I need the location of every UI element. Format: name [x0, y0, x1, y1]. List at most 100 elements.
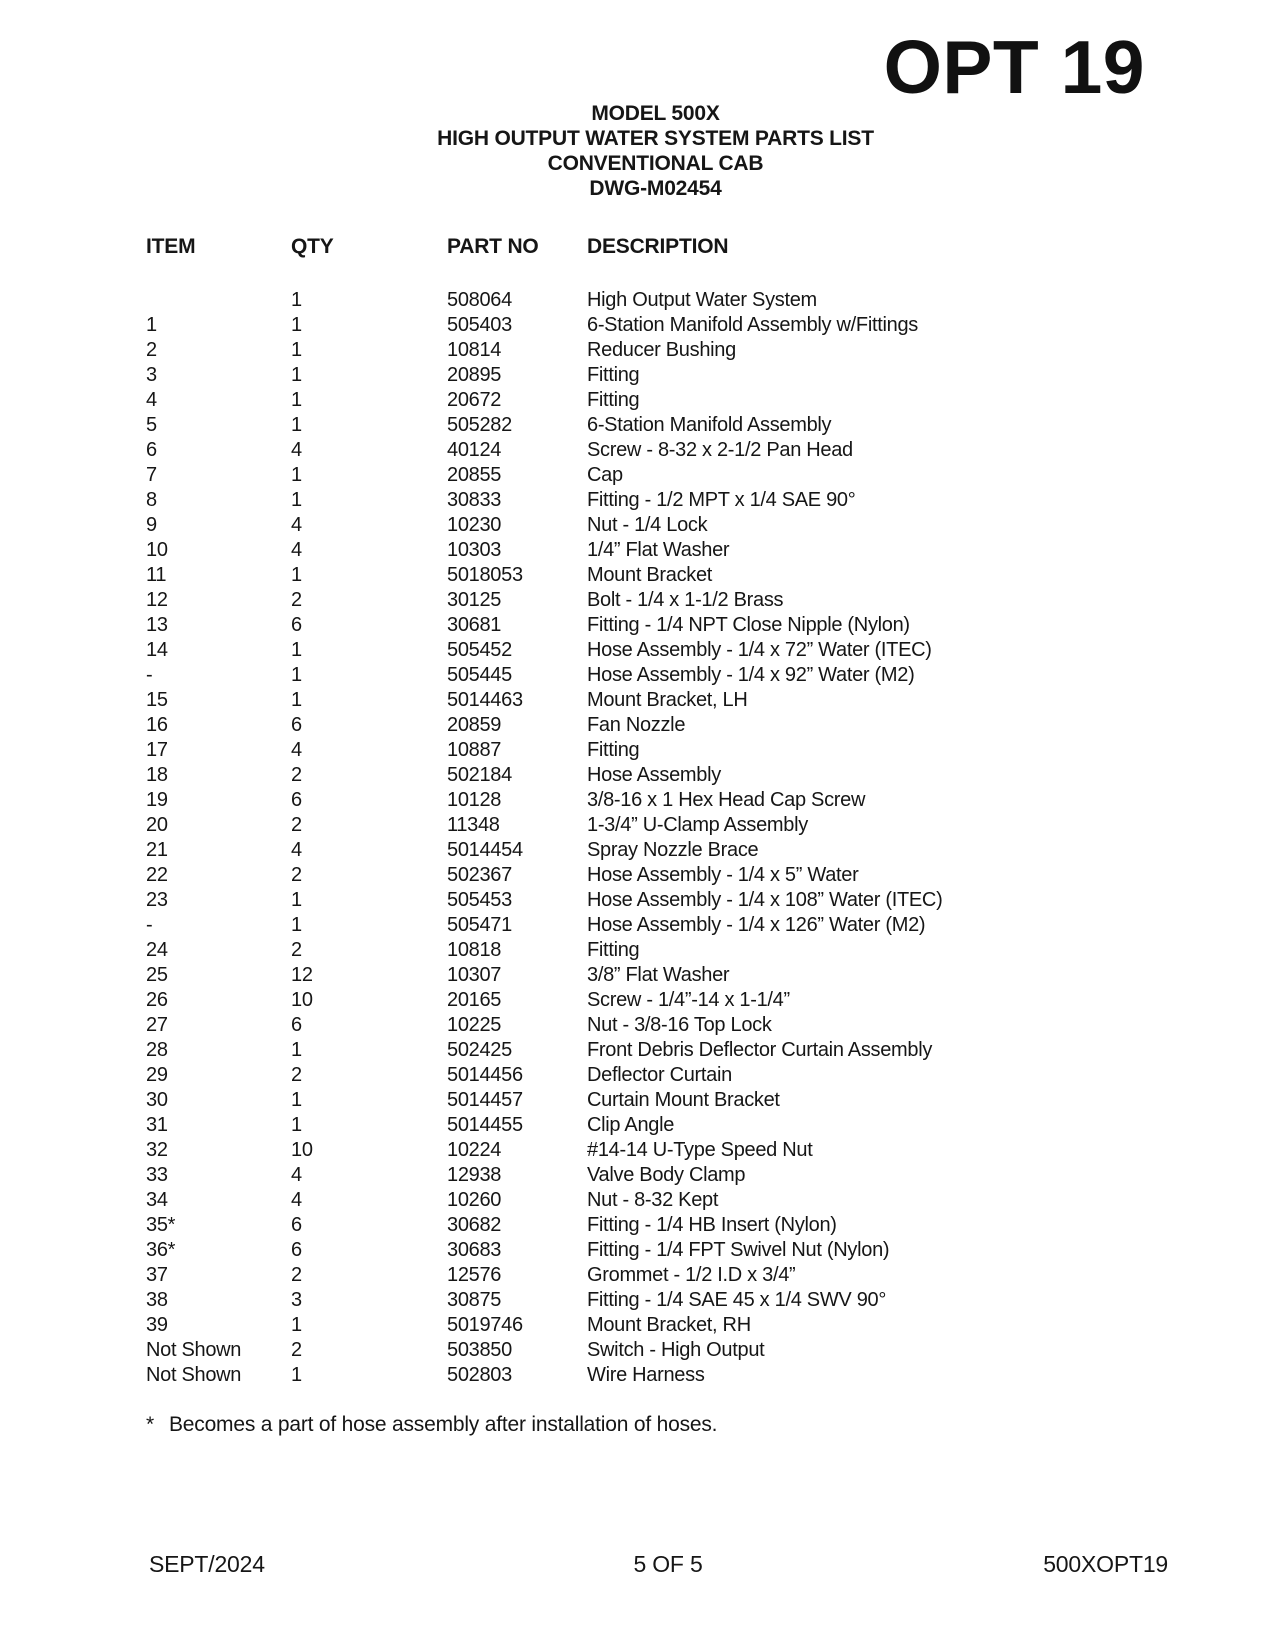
qty-cell: 6	[291, 714, 302, 736]
qty-cell: 3	[291, 1289, 302, 1311]
qty-cell: 1	[291, 564, 302, 586]
part-no-cell: 30683	[447, 1239, 502, 1261]
part-no-cell: 30681	[447, 614, 502, 636]
qty-cell: 4	[291, 1164, 302, 1186]
item-cell: 20	[146, 814, 168, 836]
table-row: 6 4 40124 Screw - 8-32 x 2-1/2 Pan Head	[0, 438, 1275, 463]
item-cell: Not Shown	[146, 1339, 242, 1361]
description-cell: Fitting	[587, 939, 640, 961]
part-no-cell: 10303	[447, 539, 502, 561]
part-no-cell: 5014455	[447, 1114, 523, 1136]
qty-cell: 2	[291, 864, 302, 886]
item-cell: 12	[146, 589, 168, 611]
table-row: 3 1 20895 Fitting	[0, 363, 1275, 388]
qty-cell: 10	[291, 989, 313, 1011]
part-no-cell: 11348	[447, 814, 500, 836]
item-cell: 30	[146, 1089, 168, 1111]
qty-cell: 6	[291, 789, 302, 811]
qty-cell: 1	[291, 489, 302, 511]
qty-cell: 4	[291, 1189, 302, 1211]
qty-cell: 1	[291, 1089, 302, 1111]
table-row: 5 1 505282 6-Station Manifold Assembly	[0, 413, 1275, 438]
part-no-cell: 5014457	[447, 1089, 523, 1111]
column-header-part-no: PART NO	[447, 235, 539, 258]
item-cell: 37	[146, 1264, 168, 1286]
table-row: 21 4 5014454 Spray Nozzle Brace	[0, 838, 1275, 863]
item-cell: Not Shown	[146, 1364, 242, 1386]
description-cell: Switch - High Output	[587, 1339, 765, 1361]
table-row: 27 6 10225 Nut - 3/8-16 Top Lock	[0, 1013, 1275, 1038]
part-no-cell: 30125	[447, 589, 502, 611]
qty-cell: 4	[291, 739, 302, 761]
description-cell: Fitting - 1/2 MPT x 1/4 SAE 90°	[587, 489, 856, 511]
table-row: 32 10 10224 #14-14 U-Type Speed Nut	[0, 1138, 1275, 1163]
table-row: 16 6 20859 Fan Nozzle	[0, 713, 1275, 738]
qty-cell: 2	[291, 939, 302, 961]
item-cell: 27	[146, 1014, 168, 1036]
item-cell: 31	[146, 1114, 168, 1136]
table-row: 8 1 30833 Fitting - 1/2 MPT x 1/4 SAE 90°	[0, 488, 1275, 513]
qty-cell: 12	[291, 964, 313, 986]
qty-cell: 1	[291, 664, 302, 686]
item-cell: 10	[146, 539, 168, 561]
item-cell: 22	[146, 864, 168, 886]
description-cell: #14-14 U-Type Speed Nut	[587, 1139, 813, 1161]
table-row: 18 2 502184 Hose Assembly	[0, 763, 1275, 788]
qty-cell: 1	[291, 1114, 302, 1136]
description-cell: Fitting - 1/4 SAE 45 x 1/4 SWV 90°	[587, 1289, 887, 1311]
table-row: 25 12 10307 3/8” Flat Washer	[0, 963, 1275, 988]
table-row: 24 2 10818 Fitting	[0, 938, 1275, 963]
qty-cell: 6	[291, 1014, 302, 1036]
qty-cell: 6	[291, 1214, 302, 1236]
part-no-cell: 5014456	[447, 1064, 523, 1086]
item-cell: 13	[146, 614, 168, 636]
table-row: 7 1 20855 Cap	[0, 463, 1275, 488]
part-no-cell: 502803	[447, 1364, 512, 1386]
description-cell: Nut - 3/8-16 Top Lock	[587, 1014, 772, 1036]
part-no-cell: 505471	[447, 914, 512, 936]
qty-cell: 1	[291, 464, 302, 486]
item-cell: 36*	[146, 1239, 176, 1261]
part-no-cell: 10224	[447, 1139, 502, 1161]
item-cell: 29	[146, 1064, 168, 1086]
part-no-cell: 30833	[447, 489, 502, 511]
description-cell: Fan Nozzle	[587, 714, 686, 736]
qty-cell: 2	[291, 1064, 302, 1086]
qty-cell: 2	[291, 764, 302, 786]
item-cell: 38	[146, 1289, 168, 1311]
description-cell: High Output Water System	[587, 289, 817, 311]
table-row: Not Shown 1 502803 Wire Harness	[0, 1363, 1275, 1388]
part-no-cell: 502425	[447, 1039, 512, 1061]
qty-cell: 10	[291, 1139, 313, 1161]
title-drawing-number: DWG-M02454	[589, 177, 722, 200]
table-row: 31 1 5014455 Clip Angle	[0, 1113, 1275, 1138]
part-no-cell: 10307	[447, 964, 502, 986]
table-row: Not Shown 2 503850 Switch - High Output	[0, 1338, 1275, 1363]
description-cell: Spray Nozzle Brace	[587, 839, 759, 861]
item-cell: 15	[146, 689, 168, 711]
part-no-cell: 5019746	[447, 1314, 523, 1336]
description-cell: Clip Angle	[587, 1114, 675, 1136]
description-cell: Grommet - 1/2 I.D x 3/4”	[587, 1264, 796, 1286]
part-no-cell: 502184	[447, 764, 512, 786]
part-no-cell: 505452	[447, 639, 512, 661]
table-row: 14 1 505452 Hose Assembly - 1/4 x 72” Water…	[0, 638, 1275, 663]
part-no-cell: 20855	[447, 464, 502, 486]
part-no-cell: 10818	[447, 939, 502, 961]
description-cell: Deflector Curtain	[587, 1064, 732, 1086]
part-no-cell: 505403	[447, 314, 512, 336]
item-cell: -	[146, 664, 153, 686]
part-no-cell: 505282	[447, 414, 512, 436]
qty-cell: 1	[291, 689, 302, 711]
item-cell: 17	[146, 739, 168, 761]
qty-cell: 1	[291, 414, 302, 436]
description-cell: Mount Bracket, RH	[587, 1314, 751, 1336]
part-no-cell: 40124	[447, 439, 502, 461]
description-cell: Hose Assembly - 1/4 x 5” Water	[587, 864, 859, 886]
description-cell: 1/4” Flat Washer	[587, 539, 730, 561]
page-footer: SEPT/2024 5 OF 5 500XOPT19	[0, 1551, 1275, 1577]
qty-cell: 1	[291, 914, 302, 936]
item-cell: 11	[146, 564, 167, 586]
qty-cell: 1	[291, 639, 302, 661]
